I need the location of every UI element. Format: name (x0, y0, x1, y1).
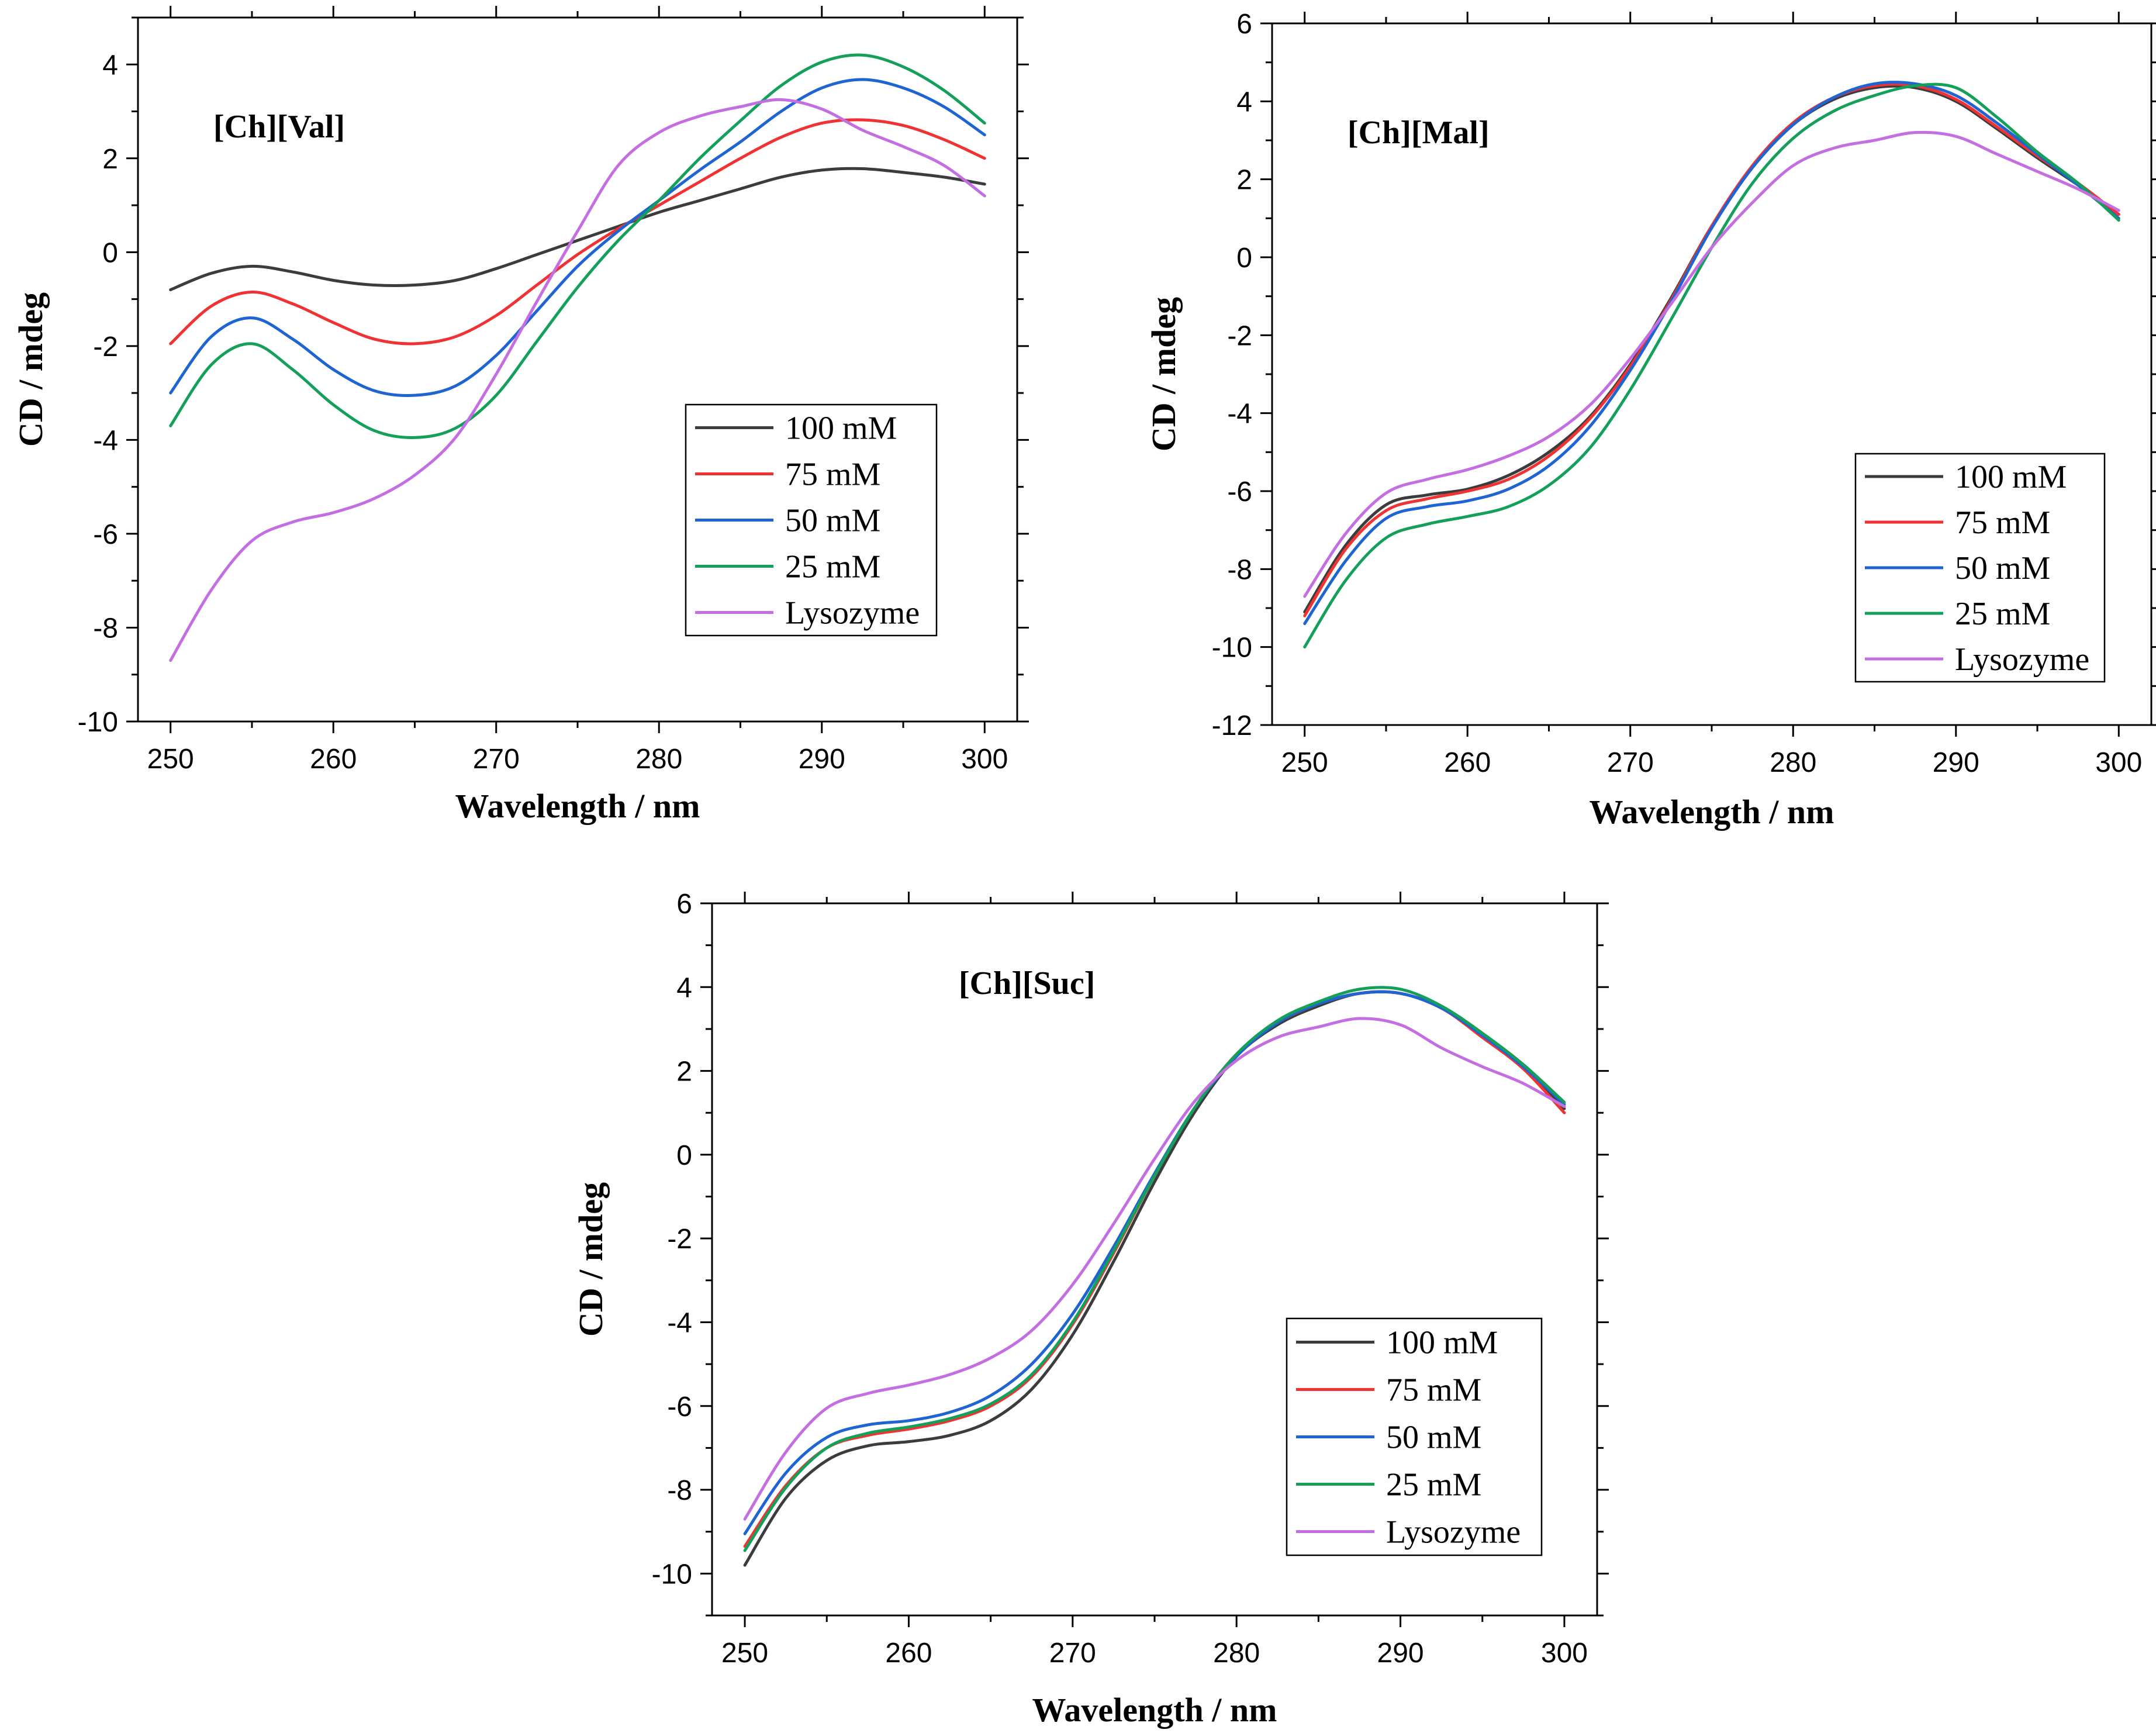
y-axis-title: CD / mdeg (572, 1182, 610, 1337)
series-line-25-mm (743, 986, 1566, 1552)
legend-label: Lysozyme (1955, 641, 2089, 678)
y-tick-label: -10 (652, 1559, 692, 1590)
series-line-50-mm (169, 78, 986, 398)
legend-label: Lysozyme (785, 595, 920, 631)
y-tick-label: 0 (1236, 243, 1252, 274)
x-tick-label: 270 (473, 744, 520, 775)
legend-label: 100 mM (785, 410, 897, 447)
legend: 100 mM 75 mM 50 mM 25 mM Lysozyme (685, 403, 938, 637)
y-tick-label: -8 (1227, 554, 1252, 585)
legend: 100 mM 75 mM 50 mM 25 mM Lysozyme (1286, 1317, 1543, 1556)
y-tick-label: -4 (667, 1307, 692, 1338)
x-tick-label: 280 (635, 744, 682, 775)
series-line-25-mm (169, 53, 986, 439)
y-tick-label: -6 (667, 1392, 692, 1423)
x-tick-label: 260 (1444, 747, 1491, 778)
x-tick-label: 300 (2095, 747, 2142, 778)
x-tick-label: 280 (1770, 747, 1816, 778)
series-line-lysozyme (1303, 130, 2120, 598)
y-axis-title: CD / mdeg (12, 292, 50, 447)
panel-label: [Ch][Val] (213, 109, 345, 145)
x-tick-label: 250 (721, 1638, 768, 1669)
x-tick-label: 260 (885, 1638, 932, 1669)
y-axis-title: CD / mdeg (1145, 297, 1183, 451)
x-tick-label: 300 (961, 744, 1008, 775)
x-tick-label: 270 (1607, 747, 1654, 778)
series-line-50-mm (1303, 81, 2120, 626)
x-tick-label: 290 (1933, 747, 1979, 778)
x-tick-label: 270 (1049, 1638, 1096, 1669)
y-tick-label: 6 (1236, 9, 1252, 40)
y-tick-label: 2 (102, 144, 118, 175)
series-line-100-mm (169, 167, 986, 292)
x-tick-label: 250 (147, 744, 194, 775)
x-tick-label: 290 (799, 744, 845, 775)
legend-label: 75 mM (1386, 1372, 1481, 1409)
series-line-75-mm (169, 118, 986, 346)
y-tick-label: 4 (102, 50, 118, 81)
series-line-lysozyme (169, 98, 986, 662)
legend-label: 100 mM (1386, 1325, 1498, 1361)
y-tick-label: 2 (1236, 165, 1252, 196)
chart-panel-1: 250 260 270 280 290 300 -10 -8 -6 -4 -2 0 2 4 Waveleng… (12, 6, 1029, 825)
legend-label: 100 mM (1955, 459, 2067, 495)
chart-panel-3: 250 260 270 280 290 300 -10 -8 -6 -4 -2 0 2 4 6 Wavelen… (572, 889, 1609, 1729)
y-tick-label: -2 (93, 332, 118, 363)
y-tick-label: 4 (1236, 87, 1252, 118)
y-tick-label: -2 (1227, 320, 1252, 351)
legend-label: 25 mM (785, 549, 880, 585)
legend-label: 50 mM (1386, 1420, 1481, 1456)
y-tick-label: -6 (1227, 477, 1252, 508)
chart-panel-2: 250 260 270 280 290 300 -12 -10 -8 -6 -4 -2 0 2 4 6 Wave… (1145, 9, 2156, 831)
legend-label: 50 mM (1955, 550, 2050, 586)
y-tick-label: -10 (1212, 633, 1252, 664)
series-line-lysozyme (743, 1017, 1566, 1521)
y-tick-label: -10 (78, 707, 118, 738)
y-tick-label: -4 (1227, 399, 1252, 430)
panel-label: [Ch][Suc] (959, 965, 1095, 1002)
y-tick-label: 0 (102, 237, 118, 268)
x-tick-label: 290 (1377, 1638, 1424, 1669)
x-axis-title: Wavelength / nm (1590, 793, 1834, 831)
y-tick-label: -2 (667, 1224, 692, 1255)
x-tick-label: 300 (1541, 1638, 1588, 1669)
legend-label: 25 mM (1386, 1467, 1481, 1503)
x-tick-label: 260 (310, 744, 357, 775)
x-tick-label: 250 (1281, 747, 1328, 778)
y-tick-label: -6 (93, 519, 118, 550)
legend-label: 75 mM (785, 457, 880, 493)
legend-label: 75 mM (1955, 505, 2050, 541)
y-tick-label: 2 (676, 1057, 692, 1088)
y-tick-label: 6 (676, 889, 692, 920)
legend: 100 mM 75 mM 50 mM 25 mM Lysozyme (1854, 453, 2106, 683)
panel-label: [Ch][Mal] (1348, 115, 1490, 151)
legend-label: 25 mM (1955, 596, 2050, 632)
y-tick-label: 4 (676, 972, 692, 1003)
y-tick-label: -12 (1212, 710, 1252, 741)
y-tick-label: -4 (93, 425, 118, 456)
y-tick-label: -8 (93, 613, 118, 644)
x-tick-label: 280 (1213, 1638, 1260, 1669)
legend-label: 50 mM (785, 503, 880, 539)
legend-label: Lysozyme (1386, 1514, 1521, 1551)
x-axis-title: Wavelength / nm (455, 787, 700, 825)
x-axis-title: Wavelength / nm (1032, 1691, 1277, 1729)
y-tick-label: -8 (667, 1475, 692, 1506)
y-tick-label: 0 (676, 1140, 692, 1171)
